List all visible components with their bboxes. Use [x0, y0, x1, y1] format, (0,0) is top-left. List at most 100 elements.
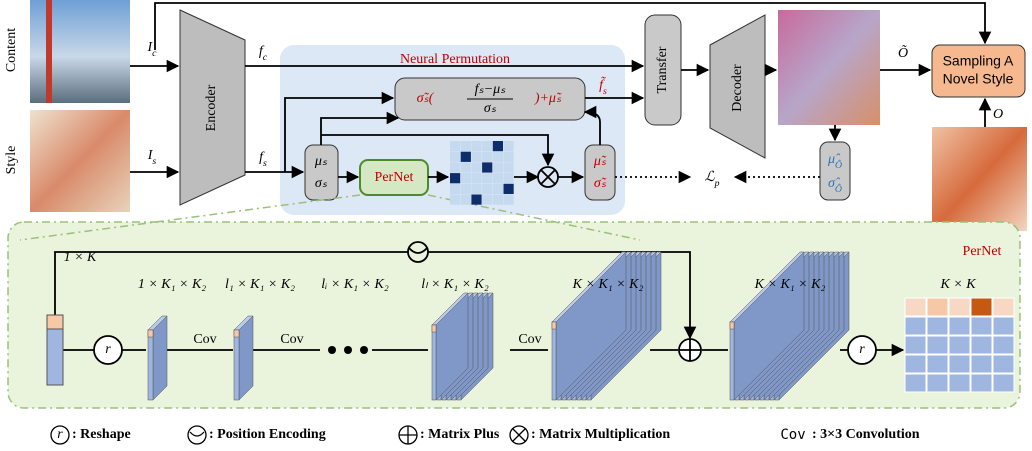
slab-head — [730, 322, 734, 329]
slab-head — [432, 325, 436, 332]
symbol: fs — [259, 150, 267, 169]
kxk-cell — [905, 298, 926, 316]
matrix-cell — [482, 162, 492, 172]
transfer-label: Transfer — [655, 46, 670, 93]
output-stats-label-sub: Ô — [835, 183, 842, 195]
shape-label: 1 × K₁ × K₂ — [138, 277, 206, 292]
kxk-cell — [993, 336, 1014, 354]
matrix-cell — [504, 141, 514, 151]
symbol-sub: c — [263, 52, 268, 63]
legend-symbol: r — [57, 427, 63, 442]
symbol: ℒp — [705, 170, 720, 189]
matrix-cell — [450, 195, 460, 205]
matrix-cell — [461, 162, 471, 172]
matrix-cell — [450, 162, 460, 172]
matrix-cell — [471, 141, 481, 151]
shape-label: lₗ × K₁ × K₂ — [421, 277, 489, 292]
slab-head — [234, 330, 239, 337]
kxk-cell — [905, 317, 926, 335]
reshape-label: r — [105, 342, 111, 357]
encoder-label: Encoder — [204, 84, 219, 131]
kxk-cell — [971, 317, 992, 335]
novel-style-image — [932, 127, 1027, 231]
style-label: Style — [4, 146, 19, 175]
symbol: fc — [259, 44, 268, 63]
kxk-cell — [949, 336, 970, 354]
matrix-cell — [504, 195, 514, 205]
slab-front — [432, 325, 436, 400]
kxk-cell — [927, 355, 948, 373]
matrix-cell — [504, 184, 514, 194]
slab-side — [239, 316, 253, 400]
matrix-cell — [493, 195, 503, 205]
slab-side — [153, 316, 167, 400]
matrix-cell — [450, 184, 460, 194]
bridge-tower — [46, 0, 52, 103]
slab-front — [148, 330, 153, 400]
kxk-cell — [927, 298, 948, 316]
kxk-cell — [949, 374, 970, 392]
symbol-sub: c — [152, 48, 157, 59]
kxk-cell — [949, 355, 970, 373]
kxk-cell — [949, 317, 970, 335]
symbol: O — [993, 107, 1003, 122]
slab-front — [552, 322, 556, 400]
slab-front — [234, 330, 239, 400]
tilde-stats-label: σ̃ₛ — [594, 176, 607, 191]
matrix-cell — [471, 173, 481, 183]
formula: σₛ — [484, 101, 497, 116]
legend-label: : Matrix Plus — [420, 427, 500, 442]
output-stats-label-sub: Ô — [835, 159, 842, 171]
cov-label: Cov — [280, 332, 303, 347]
shape-label: K × K — [939, 277, 976, 292]
cov-label: Cov — [193, 332, 216, 347]
position-symbol — [408, 242, 428, 262]
matrix-cell — [482, 152, 492, 162]
legend-label: : Position Encoding — [209, 427, 326, 442]
kxk-cell — [927, 336, 948, 354]
pernet-label: PerNet — [375, 170, 414, 185]
sampling-label: Novel Style — [943, 71, 1014, 87]
kxk-cell — [927, 374, 948, 392]
kxk-cell — [971, 298, 992, 316]
matrix-cell — [482, 141, 492, 151]
matrix-cell — [493, 184, 503, 194]
matrix-cell — [482, 195, 492, 205]
symbol: Is — [147, 148, 157, 167]
shape-label: 1 × K — [64, 250, 97, 265]
matrix-cell — [482, 184, 492, 194]
diagram: ContentStyleIcIsfcfsEncoderTransferDecod… — [0, 0, 1032, 451]
matrix-cell — [504, 162, 514, 172]
output-image — [778, 10, 880, 125]
matrix-cell — [461, 173, 471, 183]
cov-label: Cov — [518, 332, 541, 347]
kxk-cell — [993, 298, 1014, 316]
sampling-label: Sampling A — [943, 53, 1014, 69]
reshape-label: r — [859, 342, 865, 357]
kxk-cell — [971, 374, 992, 392]
slab-head — [552, 322, 556, 329]
kxk-cell — [993, 317, 1014, 335]
matrix-cell — [493, 173, 503, 183]
matrix-cell — [504, 173, 514, 183]
matrix-cell — [471, 195, 481, 205]
legend-label: : Matrix Multiplication — [531, 427, 670, 442]
matrix-cell — [493, 152, 503, 162]
legend-label: : Reshape — [72, 427, 131, 442]
stats-label: σₛ — [315, 176, 328, 191]
matrix-cell — [461, 152, 471, 162]
kxk-cell — [971, 355, 992, 373]
stats-label: μₛ — [314, 154, 328, 169]
content-image — [30, 0, 130, 103]
shape-label: l₁ × K₁ × K₂ — [225, 277, 295, 292]
kxk-cell — [905, 355, 926, 373]
matrix-cell — [461, 195, 471, 205]
kxk-cell — [905, 374, 926, 392]
np-title: Neural Permutation — [400, 52, 510, 67]
matrix-cell — [471, 152, 481, 162]
kxk-cell — [993, 374, 1014, 392]
pernet-title: PerNet — [963, 244, 1002, 259]
matrix-cell — [461, 141, 471, 151]
matrix-cell — [450, 152, 460, 162]
symbol-sub: p — [714, 178, 720, 189]
